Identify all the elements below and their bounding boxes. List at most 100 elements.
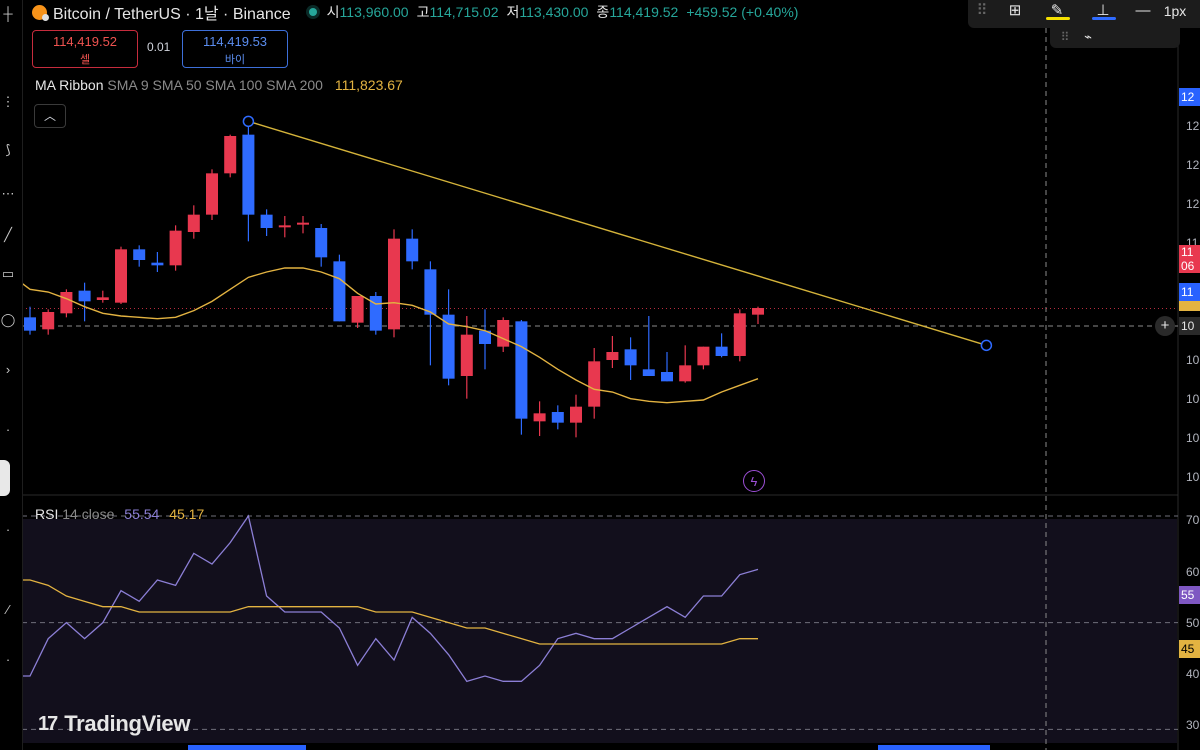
lock-tool-icon[interactable]: · <box>5 522 11 537</box>
symbol-title[interactable]: Bitcoin / TetherUS · 1날 · Binance <box>53 6 291 23</box>
candle-body <box>442 314 455 379</box>
measure-tool-icon[interactable]: ▭ <box>1 266 15 281</box>
candle-body <box>551 412 564 423</box>
rsi-legend[interactable]: RSI 14 close 55.54 45.17 <box>35 506 204 522</box>
tradingview-logo-text: TradingView <box>64 711 191 736</box>
candle-body <box>460 334 473 376</box>
expand-tool-icon[interactable]: › <box>5 362 11 377</box>
line-width-label[interactable]: 1px <box>1163 3 1187 19</box>
drag-handle-icon[interactable]: ⠿ <box>976 2 988 19</box>
pattern-tool-icon[interactable]: ⋯ <box>1 186 15 201</box>
candle-body <box>679 365 692 382</box>
last-price-tag-bottom: 06 <box>1181 259 1195 273</box>
trendline-start-handle <box>242 115 255 128</box>
bitcoin-logo-icon <box>32 4 49 21</box>
buy-label: 바이 <box>224 54 246 66</box>
candle-body <box>206 173 218 215</box>
open-label: 시 <box>326 4 340 20</box>
rsi-ma-value: 45.17 <box>169 506 205 522</box>
rsi-name: RSI <box>35 506 59 522</box>
price-scale-label: 12 <box>1186 197 1200 211</box>
rsi-ma-line <box>22 579 758 645</box>
flash-alert-icon[interactable]: ϟ <box>743 470 765 492</box>
symbol-header: Bitcoin / TetherUS · 1날 · Binance 시 113,… <box>32 0 806 24</box>
candle-body <box>315 228 328 258</box>
candle-body <box>333 261 346 322</box>
candle-body <box>606 352 619 360</box>
ma-ribbon-params: SMA 9 SMA 50 SMA 100 SMA 200 <box>107 77 323 93</box>
buy-button[interactable]: 114,419.53 바이 <box>182 30 288 68</box>
trash-tool-icon[interactable]: · <box>5 652 11 667</box>
price-scale-label: 10 <box>1186 431 1200 445</box>
crosshair-price-tag: 10 <box>1179 317 1200 335</box>
template-icon[interactable]: ⊞ <box>1008 2 1022 19</box>
candle-body <box>224 136 237 174</box>
collapse-legend-button[interactable]: ︿ <box>34 104 66 128</box>
candle-body <box>278 225 291 228</box>
tradingview-mark-icon: 17 <box>38 712 58 735</box>
candle-body <box>260 214 273 228</box>
candle-body <box>697 346 710 366</box>
fib-tool-icon[interactable]: ⟆ <box>5 142 11 157</box>
rsi-line <box>22 514 759 683</box>
price-scale-label: 10 <box>1186 353 1200 367</box>
candle-body <box>388 238 400 330</box>
candle-body <box>515 321 528 419</box>
ma-ribbon-name: MA Ribbon <box>35 77 104 93</box>
candle-body <box>752 308 764 315</box>
price-scale-label: 12 <box>1186 119 1200 133</box>
rsi-ma-tag: 45 <box>1179 640 1200 658</box>
candle-body <box>369 296 382 331</box>
candle-body <box>24 317 36 331</box>
candle-body <box>351 296 364 323</box>
trend-tool-icon[interactable]: ╱ <box>4 227 12 242</box>
magnet-tool-icon[interactable]: ◯ <box>0 312 16 327</box>
ma-ribbon-legend[interactable]: MA Ribbon SMA 9 SMA 50 SMA 100 SMA 200 1… <box>35 77 403 93</box>
timeline-scroll-segment[interactable] <box>188 745 306 750</box>
candle-body <box>42 312 55 330</box>
text-tool-icon[interactable]: ⋮ <box>1 94 15 109</box>
candle-body <box>169 230 182 266</box>
sell-label: 셀 <box>79 54 91 66</box>
low-value: 113,430.00 <box>519 4 589 20</box>
price-scale-label: 10 <box>1186 470 1200 484</box>
candle-body <box>96 297 109 300</box>
candle-body <box>133 249 146 260</box>
trendline-end-tag: 11 <box>1179 283 1200 301</box>
active-tool-indicator[interactable] <box>0 460 10 496</box>
crosshair-tool-icon[interactable]: ┼ <box>3 6 13 21</box>
candle-body <box>151 262 164 266</box>
candle-body <box>661 372 673 382</box>
line-color-icon[interactable]: ⊥ <box>1090 0 1116 24</box>
close-label: 종 <box>596 4 610 20</box>
candle-body <box>424 269 437 315</box>
candle-body <box>479 330 491 344</box>
left-drawing-toolbar: ┼ ⋮ ⟆ ⋯ ╱ ▭ ◯ › · · ⁄ · <box>0 0 23 750</box>
drawing-toolbar-row: ⠿ ⌁ <box>1050 26 1180 48</box>
candle-body <box>187 214 200 232</box>
ruler-tool-icon[interactable]: · <box>5 422 11 437</box>
eye-tool-icon[interactable]: ⁄ <box>6 602 10 617</box>
market-open-icon <box>308 8 317 16</box>
drag-handle-icon[interactable]: ⠿ <box>1060 30 1070 44</box>
line-style-icon[interactable]: — <box>1135 2 1151 19</box>
low-label: 저 <box>506 4 520 20</box>
candle-body <box>242 134 255 215</box>
add-alert-plus-icon[interactable]: + <box>1155 316 1175 336</box>
rsi-scale-label: 30 <box>1186 718 1200 732</box>
candle-body <box>297 222 309 225</box>
last-price-tag-top: 11 <box>1181 245 1194 259</box>
ma-price-tag <box>1179 301 1200 311</box>
settings-link-icon[interactable]: ⌁ <box>1084 29 1092 44</box>
price-scale-label: 12 <box>1186 158 1200 172</box>
candle-body <box>60 292 73 314</box>
pen-color-icon[interactable]: ✎ <box>1044 0 1070 24</box>
price-change: +459.52 (+0.40%) <box>686 4 799 20</box>
spread-value: 0.01 <box>147 40 171 54</box>
trendline-end-handle <box>980 339 993 352</box>
sell-button[interactable]: 114,419.52 셀 <box>32 30 138 68</box>
timeline-scroll-segment[interactable] <box>878 745 990 750</box>
rsi-scale-label: 60 <box>1186 565 1200 579</box>
